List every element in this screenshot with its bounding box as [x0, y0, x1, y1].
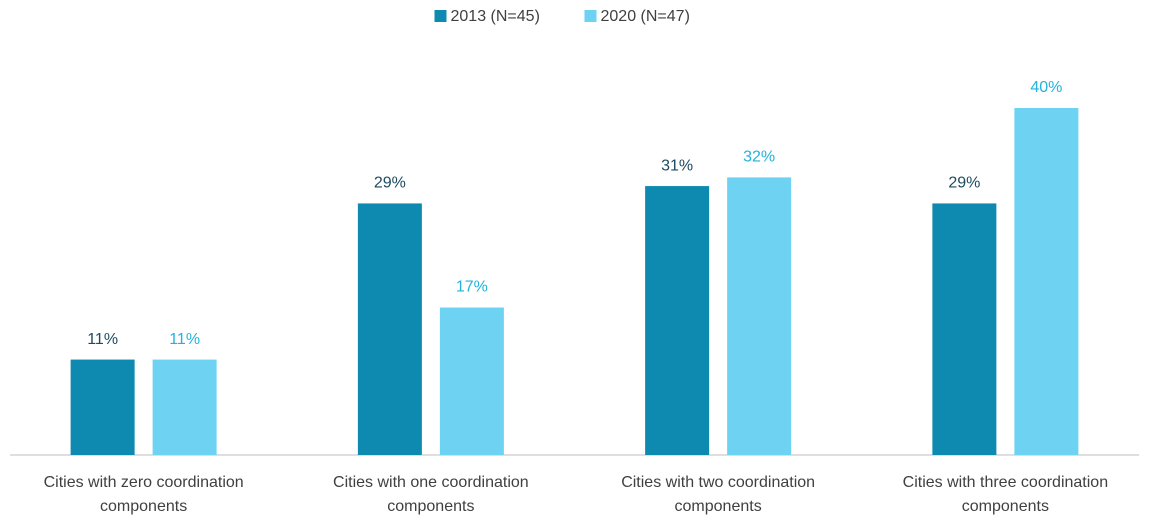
- x-tick-label: Cities with zero coordination components: [43, 474, 244, 515]
- x-tick-label: Cities with three coordination component…: [902, 474, 1109, 515]
- x-tick-label: Cities with one coordination components: [333, 474, 529, 515]
- data-label: 29%: [948, 175, 980, 192]
- data-label: 11%: [169, 331, 200, 348]
- legend-label: 2013 (N=45): [451, 8, 540, 25]
- data-label: 32%: [743, 149, 775, 166]
- legend-swatch: [584, 10, 597, 22]
- bar: [152, 359, 217, 455]
- bar: [727, 177, 792, 455]
- data-label: 29%: [374, 175, 406, 192]
- bar: [932, 203, 997, 455]
- bar: [70, 359, 135, 455]
- bar: [357, 203, 422, 455]
- data-label: 31%: [661, 157, 693, 174]
- legend-label: 2020 (N=47): [601, 8, 690, 25]
- data-label: 11%: [87, 331, 118, 348]
- data-label: 17%: [456, 279, 488, 296]
- data-label: 40%: [1030, 79, 1062, 96]
- bar: [645, 186, 710, 455]
- legend-swatch: [434, 10, 447, 22]
- bar: [1014, 108, 1079, 455]
- x-tick-label: Cities with two coordination components: [621, 474, 816, 515]
- bar: [439, 307, 504, 455]
